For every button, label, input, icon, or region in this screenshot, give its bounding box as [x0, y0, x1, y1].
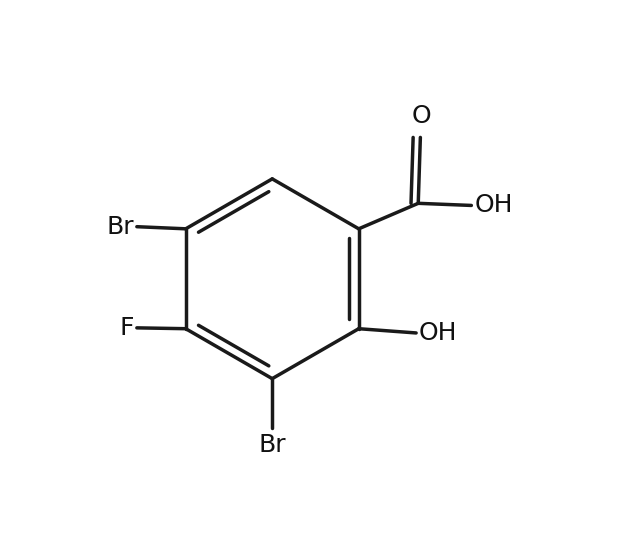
Text: Br: Br: [106, 215, 134, 238]
Text: Br: Br: [258, 433, 286, 457]
Text: OH: OH: [474, 193, 513, 216]
Text: OH: OH: [419, 321, 458, 345]
Text: F: F: [119, 316, 134, 340]
Text: O: O: [412, 104, 431, 128]
